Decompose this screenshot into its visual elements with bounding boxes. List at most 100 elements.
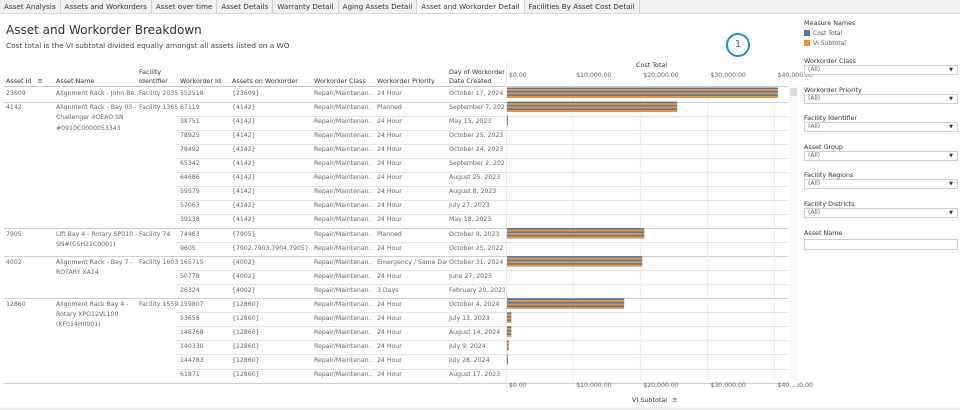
bar-cost-total[interactable]: [506, 340, 509, 343]
cell-workorder-id[interactable]: 53658: [180, 314, 200, 322]
bar-cost-total[interactable]: [506, 101, 678, 104]
cell-workorder-id[interactable]: 38751: [180, 118, 200, 126]
x-axis-title[interactable]: VI Subtotal ≡: [632, 396, 677, 404]
bar-vi-subtotal[interactable]: [506, 96, 778, 98]
bar-vi-subtotal[interactable]: [506, 117, 508, 120]
bar-vi-subtotal[interactable]: [506, 124, 508, 127]
bar-cost-total[interactable]: [506, 94, 778, 97]
bar-cost-total[interactable]: [506, 105, 678, 107]
bar-vi-subtotal[interactable]: [506, 335, 512, 337]
bar-cost-total[interactable]: [506, 312, 512, 315]
cell-workorder-id[interactable]: 67119: [180, 104, 200, 112]
bar-cost-total[interactable]: [506, 354, 508, 357]
bar-vi-subtotal[interactable]: [506, 356, 508, 358]
cell-workorder-id[interactable]: 26324: [180, 286, 200, 294]
cell-workorder-id[interactable]: 59579: [180, 188, 200, 196]
bar-vi-subtotal[interactable]: [506, 89, 778, 91]
bar-cost-total[interactable]: [506, 298, 625, 300]
cell-workorder-id[interactable]: 140330: [180, 342, 204, 350]
bar-vi-subtotal[interactable]: [506, 300, 625, 302]
legend-item-cost-total[interactable]: Cost Total: [804, 30, 842, 38]
filter-dropdown-workorder-priority[interactable]: (All) ▼: [804, 94, 958, 104]
bar-cost-total[interactable]: [506, 329, 512, 332]
scrollbar[interactable]: [789, 86, 798, 386]
scrollbar-thumb[interactable]: [790, 88, 797, 96]
cell-workorder-id[interactable]: 78925: [180, 132, 200, 140]
bar-cost-total[interactable]: [506, 326, 512, 329]
cell-workorder-id[interactable]: 159807: [180, 300, 204, 308]
bar-vi-subtotal[interactable]: [506, 321, 512, 323]
column-header-asset-name[interactable]: Asset Name: [56, 77, 95, 85]
bar-cost-total[interactable]: [506, 122, 508, 125]
column-header-asset-id[interactable]: Asset Id ≡: [6, 77, 43, 85]
column-header-workorder-class[interactable]: Workorder Class: [314, 77, 366, 85]
tab-2[interactable]: Asset over time: [152, 0, 218, 13]
bar-vi-subtotal[interactable]: [506, 257, 643, 260]
bar-cost-total[interactable]: [506, 256, 643, 258]
bar-cost-total[interactable]: [506, 333, 512, 336]
column-header-workorder-priority[interactable]: Workorder Priority: [377, 77, 435, 85]
bar-cost-total[interactable]: [506, 347, 509, 350]
bar-vi-subtotal[interactable]: [506, 345, 509, 348]
tab-5[interactable]: Aging Assets Detail: [339, 0, 418, 13]
cell-workorder-id[interactable]: 65342: [180, 160, 200, 168]
bar-cost-total[interactable]: [506, 119, 508, 121]
cell-workorder-id[interactable]: 144783: [180, 356, 204, 364]
bar-cost-total[interactable]: [506, 263, 643, 265]
bar-vi-subtotal[interactable]: [506, 92, 778, 95]
bar-cost-total[interactable]: [506, 305, 625, 307]
column-header-facility-1[interactable]: Facility: [139, 68, 162, 76]
bar-vi-subtotal[interactable]: [506, 328, 512, 330]
bar-vi-subtotal[interactable]: [506, 363, 508, 365]
tab-4[interactable]: Warranty Detail: [273, 0, 339, 13]
column-header-day-created-1[interactable]: Day of Workorder: [449, 68, 505, 76]
column-header-workorder-id[interactable]: Workorder Id: [180, 77, 221, 85]
bar-vi-subtotal[interactable]: [506, 314, 512, 316]
bar-cost-total[interactable]: [506, 235, 645, 237]
bar-vi-subtotal[interactable]: [506, 103, 678, 106]
bar-vi-subtotal[interactable]: [506, 342, 509, 344]
cell-workorder-id[interactable]: 39138: [180, 216, 200, 224]
cell-workorder-id[interactable]: 50778: [180, 272, 200, 280]
bar-vi-subtotal[interactable]: [506, 120, 508, 123]
bar-vi-subtotal[interactable]: [506, 359, 508, 362]
bar-vi-subtotal[interactable]: [506, 233, 645, 235]
cell-workorder-id[interactable]: 57063: [180, 202, 200, 210]
cell-workorder-id[interactable]: 78492: [180, 146, 200, 154]
bar-cost-total[interactable]: [506, 87, 778, 90]
sort-icon[interactable]: ≡: [672, 396, 678, 404]
legend-item-vi-subtotal[interactable]: VI Subtotal: [804, 40, 846, 48]
column-header-facility-2[interactable]: Identifier: [139, 77, 168, 85]
bar-cost-total[interactable]: [506, 115, 508, 118]
bar-cost-total[interactable]: [506, 343, 509, 346]
cell-workorder-id[interactable]: 152518: [180, 90, 204, 97]
bar-vi-subtotal[interactable]: [506, 307, 625, 309]
bar-cost-total[interactable]: [506, 91, 778, 93]
tab-7[interactable]: Facilities By Asset Cost Detail: [525, 0, 640, 13]
column-header-assets-on-workorder[interactable]: Assets on Workorder: [232, 77, 298, 85]
column-header-day-created-2[interactable]: Date Created: [449, 77, 492, 85]
cell-workorder-id[interactable]: 165715: [180, 258, 204, 266]
filter-dropdown-facility-districts[interactable]: (All) ▼: [804, 208, 958, 218]
bar-cost-total[interactable]: [506, 361, 508, 364]
bar-cost-total[interactable]: [506, 228, 645, 230]
bar-cost-total[interactable]: [506, 315, 512, 318]
bar-vi-subtotal[interactable]: [506, 229, 645, 232]
bar-cost-total[interactable]: [506, 259, 643, 262]
bar-cost-total[interactable]: [506, 319, 512, 322]
bar-vi-subtotal[interactable]: [506, 317, 512, 320]
tab-1[interactable]: Assets and Workorders: [61, 0, 152, 13]
bar-vi-subtotal[interactable]: [506, 303, 625, 306]
tab-0[interactable]: Asset Analysis: [0, 0, 61, 13]
bar-vi-subtotal[interactable]: [506, 106, 678, 109]
bar-vi-subtotal[interactable]: [506, 349, 509, 351]
tab-3[interactable]: Asset Details: [217, 0, 274, 13]
bar-cost-total[interactable]: [506, 301, 625, 304]
bar-vi-subtotal[interactable]: [506, 110, 678, 113]
cell-workorder-id[interactable]: 64686: [180, 174, 200, 182]
bar-vi-subtotal[interactable]: [506, 236, 645, 239]
sort-icon[interactable]: ≡: [37, 77, 43, 85]
filter-dropdown-asset-group[interactable]: (All) ▼: [804, 151, 958, 161]
tab-6[interactable]: Asset and Workorder Detail: [417, 0, 525, 13]
cell-workorder-id[interactable]: 61871: [180, 371, 200, 378]
